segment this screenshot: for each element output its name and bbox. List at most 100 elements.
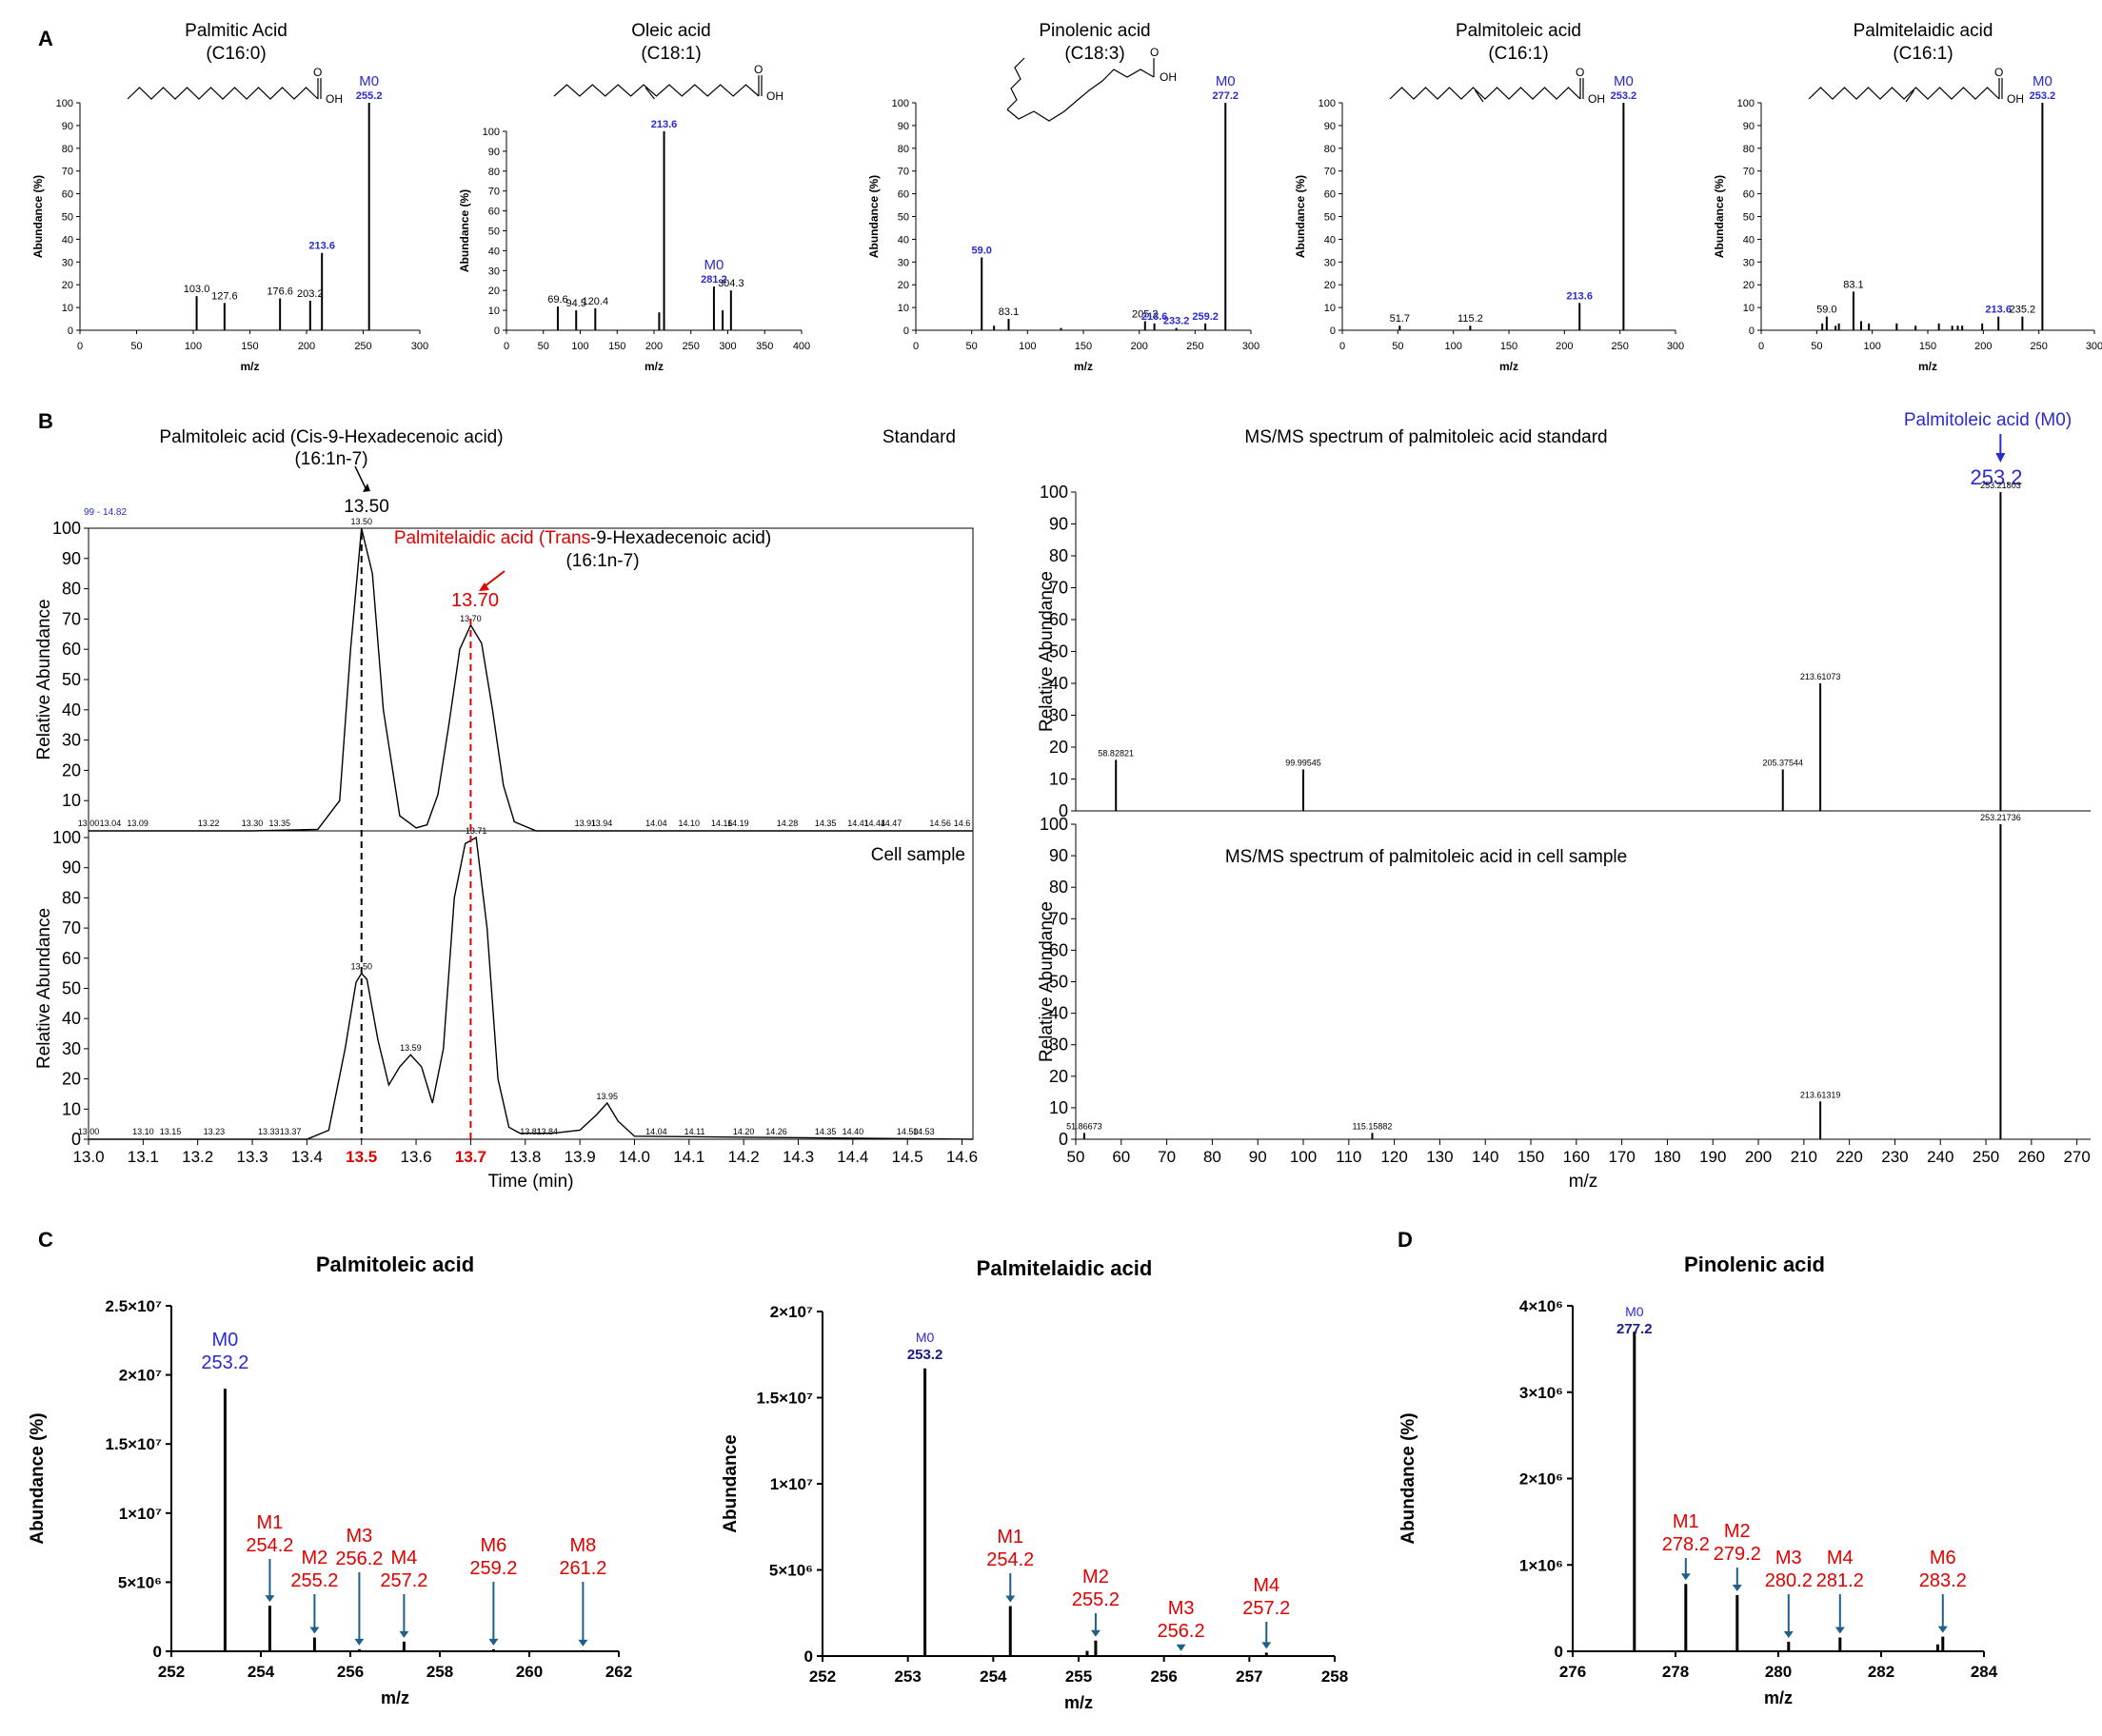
a2-subtitle: (C18:1) xyxy=(641,44,701,64)
c2-x-tick-label: 253 xyxy=(894,1667,921,1686)
b-trans-annotation-isomer: (16:1n-7) xyxy=(565,551,639,571)
c2-peak-arrowhead xyxy=(1176,1644,1186,1651)
a5-x-tick-label: 250 xyxy=(2030,341,2047,352)
a2-y-tick-label: 80 xyxy=(488,167,500,178)
c1-title: Palmitoleic acid xyxy=(316,1253,474,1276)
d-x-tick-label: 282 xyxy=(1868,1663,1894,1681)
b-msms-x-tick-label: 90 xyxy=(1249,1148,1267,1166)
a3-y-tick-label: 70 xyxy=(898,167,909,178)
a2-m0-label: M0 xyxy=(704,257,724,273)
b-msms-cell-y-tick-label: 70 xyxy=(1049,909,1068,928)
a2-x-tick-label: 200 xyxy=(645,341,663,352)
a4-title: Palmitoleic acid xyxy=(1456,21,1581,41)
c1-x-tick-label: 252 xyxy=(158,1663,185,1681)
a1-subtitle: (C16:0) xyxy=(206,44,266,64)
c1-peak-name: M3 xyxy=(347,1526,373,1547)
b-msms-std-y-tick-label: 30 xyxy=(1049,706,1068,725)
d-peak-mz: 278.2 xyxy=(1662,1534,1710,1555)
b-msms-cell-data-label: 51.86673 xyxy=(1066,1121,1102,1131)
a4-y-tick-label: 70 xyxy=(1324,167,1336,178)
b-cell-baseline-label: 13.81 xyxy=(520,1127,542,1136)
c2-peak-mz: 253.2 xyxy=(907,1347,943,1363)
b-msms-x-tick-label: 130 xyxy=(1426,1148,1453,1166)
c1-y-tick-label: 1×10⁷ xyxy=(119,1505,162,1523)
c1-x-tick-label: 262 xyxy=(605,1663,632,1681)
b-x-tick-label: 13.8 xyxy=(509,1148,541,1166)
c2-peak-mz: 257.2 xyxy=(1242,1598,1290,1619)
a1-y-tick-label: 20 xyxy=(62,280,73,291)
a2-data-label: 213.6 xyxy=(651,119,678,130)
a2-data-label: 120.4 xyxy=(583,296,609,307)
a1-structure-oh: OH xyxy=(326,92,343,106)
b-cell-baseline-label: 14.35 xyxy=(815,1127,837,1136)
d-y-axis-label: Abundance (%) xyxy=(1398,1412,1418,1544)
b-cell-y-tick-label: 40 xyxy=(62,1009,81,1028)
d-x-tick-label: 276 xyxy=(1559,1663,1586,1681)
c1-peak-arrowhead xyxy=(578,1639,588,1647)
b-msms-std-y-tick-label: 70 xyxy=(1049,579,1068,598)
a1-x-tick-label: 150 xyxy=(241,341,258,352)
b-msms-m0-value: 253.2 xyxy=(1970,465,2022,489)
a4-y-tick-label: 30 xyxy=(1324,257,1336,268)
a4-y-tick-label: 60 xyxy=(1324,189,1336,201)
c1-y-tick-label: 5×10⁶ xyxy=(118,1573,162,1591)
b-msms-x-tick-label: 140 xyxy=(1472,1148,1498,1166)
b-msms-cell-y-tick-label: 90 xyxy=(1049,846,1068,865)
a3-y-tick-label: 60 xyxy=(898,189,909,201)
d-peak-arrowhead xyxy=(1732,1585,1742,1592)
c2-x-tick-label: 258 xyxy=(1321,1667,1348,1686)
a1-data-label: 127.6 xyxy=(211,290,238,302)
b-x-tick-label: 13.7 xyxy=(455,1148,486,1166)
a5-x-tick-label: 200 xyxy=(1974,341,1992,352)
b-cell-baseline-label: 14.26 xyxy=(765,1127,787,1136)
d-title: Pinolenic acid xyxy=(1684,1253,1825,1276)
b-cell-baseline-label: 13.37 xyxy=(280,1127,302,1136)
c1-peak-arrowhead xyxy=(488,1638,499,1646)
b-msms-x-tick-label: 170 xyxy=(1608,1148,1635,1166)
a2-y-tick-label: 50 xyxy=(488,227,500,238)
a1-structure-chain xyxy=(127,87,319,100)
b-msms-std-y-tick-label: 10 xyxy=(1049,770,1068,789)
a1-y-tick-label: 10 xyxy=(62,303,73,314)
b-cis-arrow xyxy=(354,465,367,491)
c2-x-tick-label: 254 xyxy=(980,1667,1007,1686)
a3-structure-oh: OH xyxy=(1160,70,1177,84)
a2-structure-chain xyxy=(553,84,760,97)
a4-y-tick-label: 50 xyxy=(1324,212,1336,224)
b-cell-baseline-label: 14.50 xyxy=(897,1127,919,1136)
a4-y-axis-label: Abundance (%) xyxy=(1294,175,1307,258)
b-x-tick-label: 13.4 xyxy=(291,1148,323,1166)
b-std-trace xyxy=(89,527,973,832)
a4-data-label: 115.2 xyxy=(1458,313,1483,325)
b-msms-std-data-label: 253.21803 xyxy=(1980,481,2021,490)
c1-peak-name: M2 xyxy=(302,1548,328,1568)
b-std-y-axis-label: Relative Abundance xyxy=(34,599,54,760)
b-cell-baseline-label: 13.10 xyxy=(132,1127,154,1136)
b-chromatogram-frame xyxy=(88,527,974,1140)
a3-x-tick-label: 200 xyxy=(1130,341,1147,352)
c2-y-tick-label: 1×10⁷ xyxy=(770,1475,813,1493)
a1-data-label: 255.2 xyxy=(356,90,383,102)
c2-x-axis-label: m/z xyxy=(1064,1693,1093,1712)
a2-y-tick-label: 60 xyxy=(488,207,500,218)
b-std-baseline-label: 14.44 xyxy=(864,819,886,828)
c1-x-tick-label: 254 xyxy=(248,1663,275,1681)
a1-data-label: 203.2 xyxy=(297,288,324,300)
b-range-label: 99 - 14.82 xyxy=(84,507,127,518)
b-cis-annotation-isomer: (16:1n-7) xyxy=(294,449,367,469)
b-cell-y-tick-label: 80 xyxy=(62,888,81,907)
b-msms-cell-y-tick-label: 100 xyxy=(1040,815,1068,834)
c1-x-tick-label: 260 xyxy=(516,1663,543,1681)
d-y-tick-label: 4×10⁶ xyxy=(1519,1297,1563,1315)
b-cell-y-tick-label: 0 xyxy=(71,1130,81,1149)
b-msms-cell-y-tick-label: 50 xyxy=(1049,973,1068,992)
a2-structure-oh: OH xyxy=(766,89,783,103)
a4-x-axis-label: m/z xyxy=(1499,360,1518,373)
a4-x-tick-label: 200 xyxy=(1556,341,1573,352)
d-peak-arrowhead xyxy=(1937,1626,1948,1633)
c2-y-axis-label: Abundance xyxy=(721,1434,741,1532)
b-msms-cell-y-axis-label: Relative Abundance xyxy=(1037,901,1057,1062)
a5-y-tick-label: 90 xyxy=(1743,121,1755,132)
a4-x-tick-label: 150 xyxy=(1500,341,1517,352)
a5-double-bond xyxy=(1905,89,1914,103)
